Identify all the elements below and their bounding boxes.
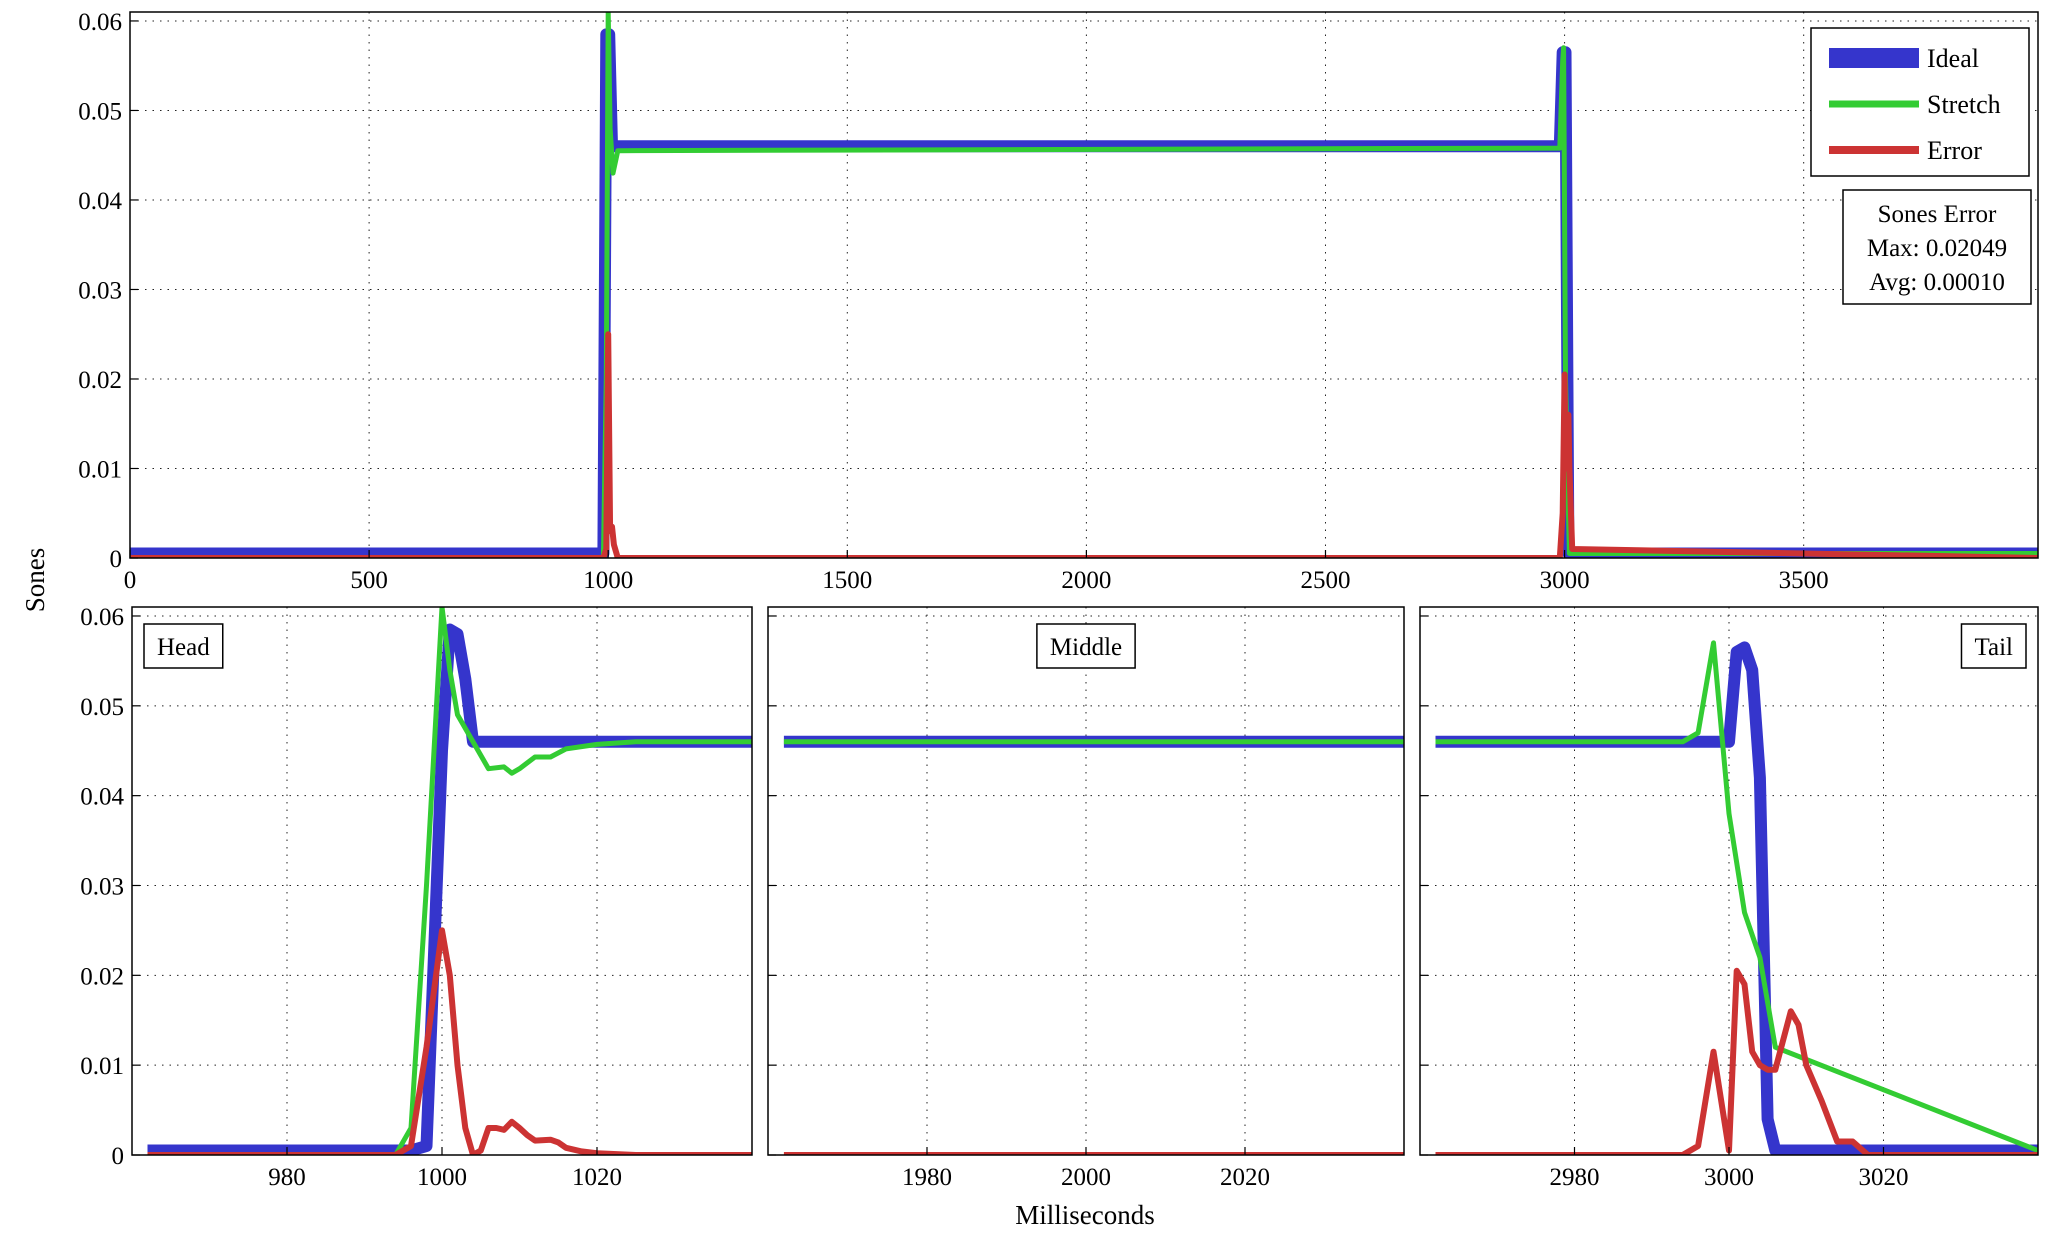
main-x-tick-label: 1500 [822,567,872,594]
main-y-tick-label: 0.03 [78,277,122,304]
stats-box [1842,189,2032,305]
main-plot-frame [129,11,2039,559]
tail-panel-label-box [1960,623,2027,669]
tail-panel-label: Tail [1974,634,2013,661]
main-x-tick-label: 1000 [583,567,633,594]
tail-series-group [1435,640,2038,1155]
head-series-stretch-line [147,607,752,1155]
panel-tail: 2980 3000 3020 Tail [1419,606,2039,1191]
legend: Ideal Stretch Error [1810,27,2030,177]
main-grid [129,12,2038,559]
head-series-ideal-line [147,623,752,1155]
head-x-tick-label: 1000 [417,1164,467,1191]
shared-y-axis-label: Sones [20,548,50,613]
middle-grid [768,607,1404,1156]
main-y-tick-label: 0.02 [78,367,122,394]
head-y-tick-label: 0.01 [80,1053,124,1080]
head-x-tick-label: 980 [268,1164,306,1191]
head-y-tick-label: 0.02 [80,963,124,990]
stats-max: Max: 0.02049 [1867,235,2007,262]
panel-middle: 1980 2000 2020 Middle [767,606,1405,1191]
head-y-tick-label: 0.03 [80,873,124,900]
main-x-tick-label: 2500 [1300,567,1350,594]
legend-label-stretch: Stretch [1927,90,2001,119]
shared-x-axis-label: Milliseconds [1015,1200,1155,1230]
tail-series-ideal-line [1435,641,2038,1155]
main-y-tick-label: 0 [110,546,123,573]
middle-x-tick-label: 2020 [1220,1164,1270,1191]
main-series-error-line [130,331,2038,558]
middle-series-group [783,735,1404,1155]
main-y-tick-label: 0.01 [78,456,122,483]
stats-title: Sones Error [1878,201,1997,228]
head-y-tick-label: 0.06 [80,604,124,631]
main-y-tick-label: 0.06 [78,9,122,36]
middle-panel-label: Middle [1050,634,1122,661]
tail-series-error-line [1435,967,2038,1155]
stats-avg: Avg: 0.00010 [1869,269,2005,296]
tail-x-tick-label: 3020 [1859,1164,1909,1191]
main-series-group [130,12,2038,558]
main-x-tick-label: 0 [124,567,137,594]
head-y-tick-label: 0 [112,1143,125,1170]
panel-head: 980 1000 1020 0 0.01 0.02 0.03 0.04 0.05 0.06 Head [80,604,753,1191]
tail-x-tick-label: 3000 [1704,1164,1754,1191]
middle-x-tick-label: 2000 [1061,1164,1111,1191]
tail-series-stretch-line [1435,640,2038,1153]
panel-main: 0 500 1000 1500 2000 2500 3000 3500 0 0.01 0.02 0.0… [78,9,2039,594]
middle-panel-label-box [1036,623,1136,669]
middle-x-tick-label: 1980 [902,1164,952,1191]
main-x-tick-label: 2000 [1061,567,1111,594]
tail-x-tick-label: 2980 [1550,1164,1600,1191]
legend-label-error: Error [1927,136,1982,165]
head-series-group [147,607,752,1155]
head-series-error-line [147,927,752,1155]
head-panel-label-box [143,623,224,669]
main-y-tick-label: 0.04 [78,188,122,215]
main-x-tick-label: 3000 [1540,567,1590,594]
main-x-tick-label: 3500 [1779,567,1829,594]
legend-label-ideal: Ideal [1927,44,1979,73]
head-x-tick-label: 1020 [572,1164,622,1191]
main-series-ideal-line [130,28,2038,558]
head-y-tick-label: 0.05 [80,694,124,721]
main-y-tick-label: 0.05 [78,98,122,125]
sones-error-stats: Sones Error Max: 0.02049 Avg: 0.00010 [1842,189,2032,305]
head-panel-label: Head [157,634,210,661]
head-y-tick-label: 0.04 [80,784,124,811]
main-series-stretch-line [130,12,2038,558]
main-x-tick-label: 500 [350,567,388,594]
